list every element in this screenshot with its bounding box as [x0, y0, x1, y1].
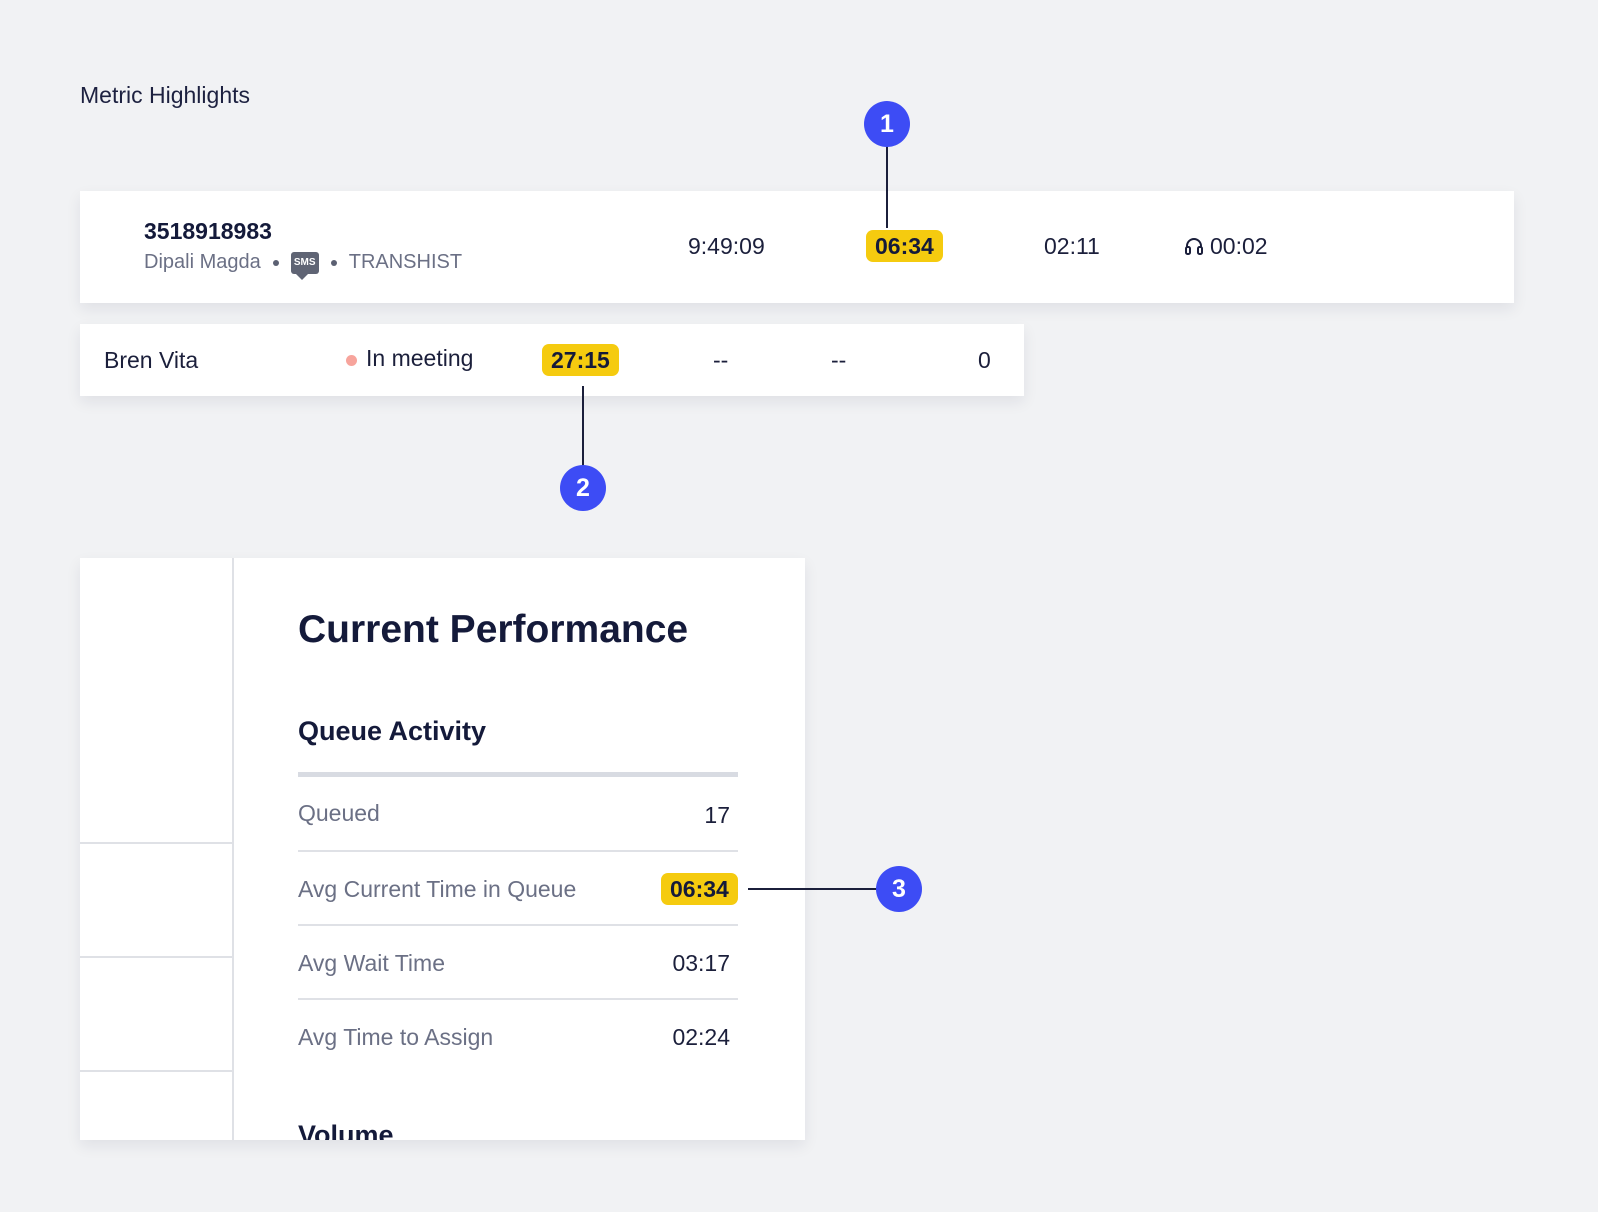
- highlighted-metric-3: 06:34: [661, 873, 738, 905]
- highlighted-metric-1: 06:34: [866, 230, 943, 262]
- side-column: [80, 558, 234, 1140]
- metric-value-avg-wait-time: 03:17: [672, 950, 730, 976]
- separator-dot: [330, 259, 337, 266]
- separator-dot: [272, 259, 279, 266]
- callout-line-1: [886, 146, 888, 228]
- conversation-row[interactable]: 3518918983 Dipali Magda SMS TRANSHIST 9:…: [80, 191, 1514, 303]
- headset-icon: [1185, 238, 1203, 255]
- callout-badge-1: 1: [864, 101, 910, 147]
- sms-icon: SMS: [290, 251, 319, 280]
- performance-title: Current Performance: [298, 608, 689, 651]
- metric-label-avg-wait-time: Avg Wait Time: [298, 950, 445, 976]
- agent-status: In meeting: [366, 345, 474, 371]
- agent-col-b: --: [831, 347, 847, 373]
- row-divider: [298, 924, 738, 926]
- conversation-queue: TRANSHIST: [348, 251, 463, 273]
- section-title: Metric Highlights: [80, 82, 250, 108]
- metric-label-avg-current-time: Avg Current Time in Queue: [298, 876, 577, 902]
- conversation-metric: 02:11: [1044, 233, 1100, 259]
- highlighted-metric-2: 27:15: [542, 344, 619, 376]
- side-divider: [80, 842, 232, 844]
- performance-panel: Current Performance Queue Activity Queue…: [80, 558, 805, 1140]
- callout-badge-3: 3: [876, 866, 922, 912]
- conversation-number: 3518918983: [144, 218, 272, 244]
- metric-value-avg-time-to-assign: 02:24: [672, 1024, 730, 1050]
- sms-icon-label: SMS: [293, 257, 316, 268]
- callout-line-3: [748, 888, 878, 890]
- talk-time: 00:02: [1184, 233, 1268, 260]
- section-divider: [298, 772, 738, 777]
- callout-line-2: [582, 386, 584, 466]
- agent-count: 0: [978, 347, 991, 373]
- agent-name: Bren Vita: [104, 347, 199, 373]
- row-divider: [298, 850, 738, 852]
- conversation-time: 9:49:09: [688, 233, 765, 259]
- callout-badge-2: 2: [560, 465, 606, 511]
- side-divider: [80, 956, 232, 958]
- row-divider: [298, 998, 738, 1000]
- metric-label-avg-time-to-assign: Avg Time to Assign: [298, 1024, 494, 1050]
- conversation-agent: Dipali Magda: [144, 251, 261, 273]
- talk-time-value: 00:02: [1210, 233, 1268, 259]
- queue-activity-heading: Queue Activity: [298, 716, 487, 746]
- status-dot: [346, 355, 357, 366]
- metric-label-queued: Queued: [298, 800, 380, 826]
- side-divider: [80, 1070, 232, 1072]
- agent-row[interactable]: Bren Vita In meeting 27:15 -- -- 0: [80, 324, 1024, 396]
- conversation-meta: Dipali Magda SMS TRANSHIST: [144, 251, 463, 280]
- volume-heading: Volume: [298, 1120, 394, 1140]
- agent-col-a: --: [713, 347, 729, 373]
- metric-value-queued: 17: [704, 802, 730, 828]
